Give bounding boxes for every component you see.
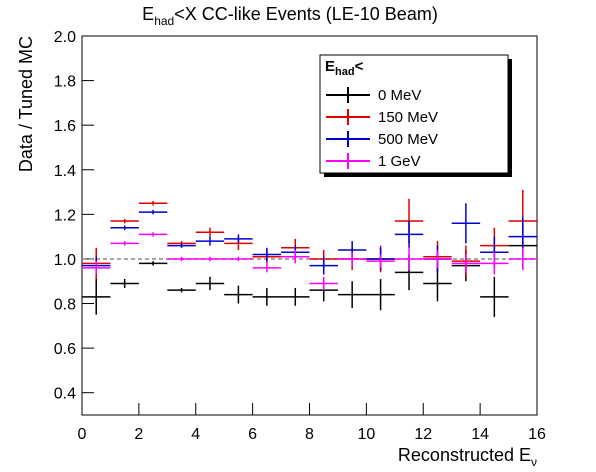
x-tick-label: 16 (528, 426, 546, 443)
title-rest: <X CC-like Events (LE-10 Beam) (174, 4, 438, 24)
y-tick-label: 1.6 (54, 118, 76, 135)
x-label-sub: ν (531, 455, 537, 469)
y-tick-label: 1.8 (54, 74, 76, 91)
x-tick-label: 6 (248, 426, 257, 443)
x-tick-label: 4 (191, 426, 200, 443)
y-tick-label: 0.8 (54, 297, 76, 314)
x-label-main: Reconstructed E (398, 445, 531, 465)
chart-title: Ehad<X CC-like Events (LE-10 Beam) (142, 4, 438, 28)
y-tick-label: 1.2 (54, 207, 76, 224)
x-tick-label: 2 (134, 426, 143, 443)
y-tick-label: 0.4 (54, 386, 76, 403)
x-tick-label: 12 (414, 426, 432, 443)
x-tick-label: 0 (78, 426, 87, 443)
legend-label: 150 MeV (378, 109, 438, 126)
x-tick-label: 8 (305, 426, 314, 443)
y-tick-label: 2.0 (54, 29, 76, 46)
title-main: E (142, 4, 154, 24)
title-sub: had (154, 14, 174, 28)
y-tick-label: 1.4 (54, 163, 76, 180)
x-tick-label: 14 (471, 426, 489, 443)
x-tick-label: 10 (357, 426, 375, 443)
legend-title-rest: < (355, 58, 364, 75)
y-tick-label: 0.6 (54, 341, 76, 358)
legend-label: 500 MeV (378, 131, 438, 148)
legend-title: Ehad< (325, 58, 364, 78)
legend-label: 1 GeV (378, 153, 421, 170)
legend-title-main: E (325, 58, 335, 75)
legend-label: 0 MeV (378, 87, 421, 104)
y-axis-label: Data / Tuned MC (16, 36, 36, 172)
x-axis-label: Reconstructed Eν (398, 445, 537, 469)
legend-box (319, 54, 509, 174)
legend-title-sub: had (335, 66, 355, 78)
y-tick-label: 1.0 (54, 252, 76, 269)
